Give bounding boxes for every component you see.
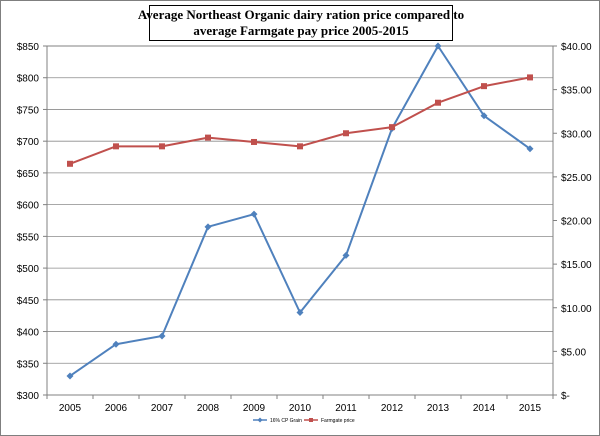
x-tick-label: 2009 [243, 403, 266, 414]
data-point [296, 309, 304, 317]
data-point [435, 99, 441, 106]
data-point [481, 83, 487, 90]
x-tick-label: 2005 [59, 403, 82, 414]
right-tick-label: $15.00 [561, 260, 592, 271]
data-point [297, 143, 303, 150]
chart-title: Average Northeast Organic dairy ration p… [138, 5, 464, 41]
legend-label: 16% CP Grain [270, 418, 302, 424]
right-tick-label: $- [561, 391, 570, 402]
data-point [342, 251, 350, 259]
series-line [69, 45, 531, 377]
data-point [343, 130, 349, 137]
left-tick-label: $600 [17, 201, 40, 212]
left-tick-label: $350 [17, 359, 40, 370]
left-tick-label: $550 [17, 232, 40, 243]
left-tick-label: $750 [17, 105, 40, 116]
legend-swatch-marker [309, 418, 313, 422]
series-farmgate-price [67, 74, 533, 167]
left-tick-label: $700 [17, 137, 40, 148]
left-tick-label: $800 [17, 74, 40, 85]
data-point [250, 210, 258, 218]
chart-title-line-2: average Farmgate pay price 2005-2015 [193, 23, 409, 38]
x-tick-label: 2014 [473, 403, 496, 414]
x-tick-label: 2007 [151, 403, 174, 414]
data-point [112, 340, 120, 348]
left-tick-label: $500 [17, 264, 40, 275]
left-tick-label: $450 [17, 296, 40, 307]
series-16-cp-grain [66, 42, 534, 380]
right-tick-label: $30.00 [561, 129, 592, 140]
right-tick-label: $20.00 [561, 217, 592, 228]
data-point [67, 160, 73, 167]
left-tick-label: $850 [17, 42, 40, 53]
data-point [251, 138, 257, 145]
left-tick-label: $300 [17, 391, 40, 402]
data-point [205, 134, 211, 141]
series-layer [66, 42, 534, 380]
legend-label: Farmgate price [321, 418, 355, 424]
data-point [480, 112, 488, 120]
x-tick-label: 2006 [105, 403, 128, 414]
x-axis-ticks: 2005 2006 2007 2008 2009 2010 2011 2012 2013 2014… [46, 395, 554, 414]
right-axis-ticks: $- $5.00 $10.00 $15.00 $20.00 $25.00 $30.00 $35… [553, 42, 592, 402]
x-tick-label: 2012 [381, 403, 404, 414]
left-tick-label: $650 [17, 169, 40, 180]
legend: 16% CP Grain Farmgate price [253, 417, 355, 424]
data-point [159, 143, 165, 150]
legend-swatch-marker [257, 417, 263, 423]
right-tick-label: $35.00 [561, 86, 592, 97]
right-tick-label: $10.00 [561, 304, 592, 315]
x-tick-label: 2010 [289, 403, 312, 414]
gridlines [47, 45, 553, 396]
chart-title-line-1: Average Northeast Organic dairy ration p… [137, 7, 465, 22]
data-point [113, 143, 119, 150]
data-point [527, 74, 533, 81]
x-tick-label: 2011 [335, 403, 357, 414]
left-axis-ticks: $300 $350 $400 $450 $500 $550 $600 $650 $700 $750… [17, 42, 47, 402]
x-tick-label: 2015 [519, 403, 542, 414]
right-tick-label: $40.00 [561, 42, 592, 53]
data-point [66, 372, 74, 380]
right-tick-label: $5.00 [561, 347, 586, 358]
x-tick-label: 2013 [427, 403, 450, 414]
data-point [158, 332, 166, 340]
data-point [434, 42, 442, 50]
right-tick-label: $25.00 [561, 173, 592, 184]
data-point [389, 124, 395, 131]
left-tick-label: $400 [17, 328, 40, 339]
data-point [204, 223, 212, 231]
data-point [526, 145, 534, 153]
x-tick-label: 2008 [197, 403, 220, 414]
series-line [69, 76, 531, 165]
